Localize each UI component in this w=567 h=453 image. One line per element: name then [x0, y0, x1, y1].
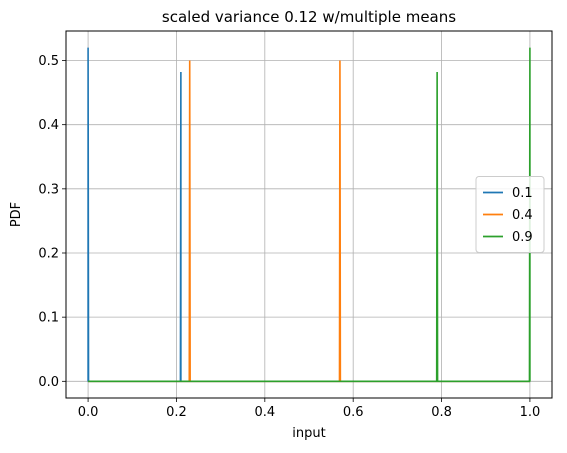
legend-label-2: 0.9	[512, 230, 533, 245]
legend-box	[475, 176, 545, 253]
y-tick-label: 0.4	[38, 118, 59, 133]
y-tick-label: 0.1	[38, 311, 59, 326]
ticks-layer: 0.0 0.2 0.4 0.6 0.8 1.0 0.0 0.1 0.2 0.3 0.4 0.5	[38, 54, 540, 420]
x-tick-label: 0.2	[166, 405, 187, 420]
y-tick-label: 0.0	[38, 375, 59, 390]
chart-title: scaled variance 0.12 w/multiple means	[162, 8, 456, 26]
x-tick-label: 0.6	[343, 405, 364, 420]
x-tick-label: 0.0	[78, 405, 99, 420]
legend: 0.1 0.4 0.9	[475, 176, 545, 253]
y-axis-label: PDF	[9, 202, 24, 227]
legend-label-1: 0.4	[512, 208, 533, 223]
plot-frame	[65, 30, 553, 399]
series-line-2	[88, 47, 531, 383]
x-tick-label: 0.8	[431, 405, 452, 420]
series-layer	[87, 47, 531, 383]
series-line-0	[87, 47, 530, 383]
x-tick-label: 0.4	[254, 405, 275, 420]
y-tick-label: 0.3	[38, 182, 59, 197]
y-tick-label: 0.2	[38, 246, 59, 261]
y-tick-label: 0.5	[38, 54, 59, 69]
x-axis-label: input	[292, 426, 325, 441]
series-line-1	[88, 60, 530, 383]
x-tick-label: 1.0	[520, 405, 541, 420]
legend-label-0: 0.1	[512, 186, 533, 201]
